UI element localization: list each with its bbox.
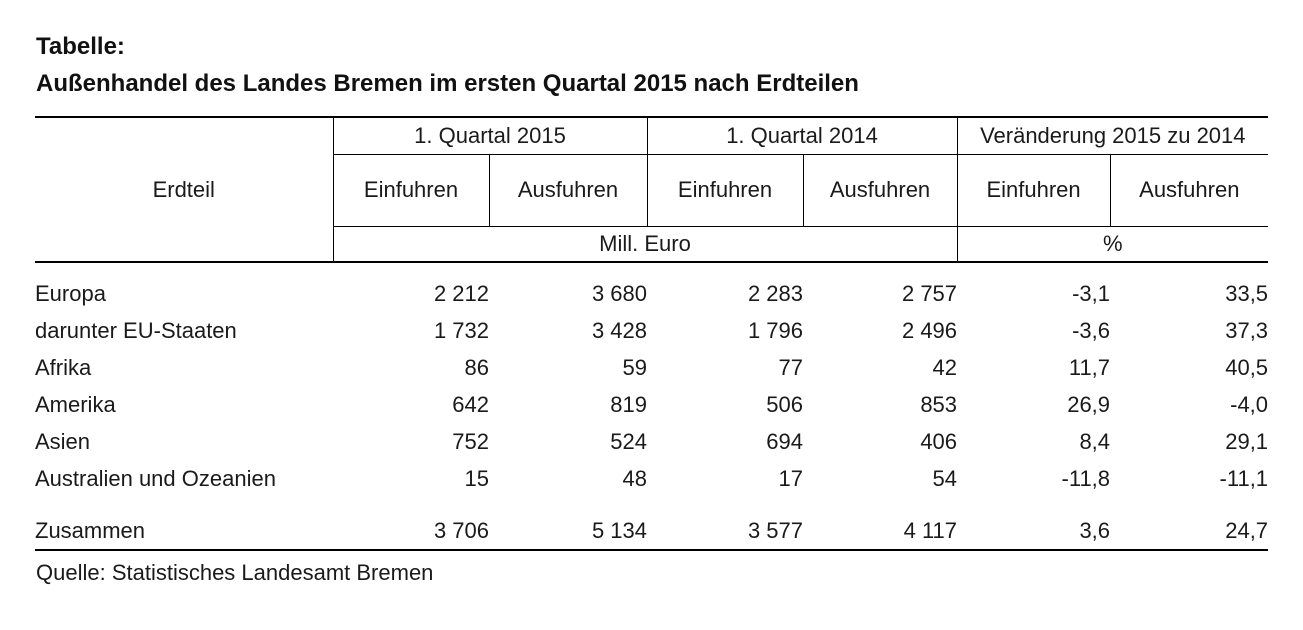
table-subtitle: Außenhandel des Landes Bremen im ersten … <box>36 70 859 97</box>
table-row-zusammen: Zusammen 3 706 5 134 3 577 4 117 3,6 24,… <box>35 512 1268 550</box>
column-group-change: Veränderung 2015 zu 2014 <box>957 117 1269 155</box>
column-header-erdteil: Erdteil <box>35 117 334 263</box>
cell-value: -11,1 <box>1219 465 1269 491</box>
cell-value: 506 <box>766 391 804 417</box>
cell-value: 3 428 <box>591 317 648 343</box>
cell-value: 524 <box>610 428 648 454</box>
source-note: Quelle: Statistisches Landesamt Bremen <box>36 560 434 585</box>
cell-value: 4 117 <box>903 517 958 543</box>
table-row-australien-ozeanien: Australien und Ozeanien 15 48 17 54 -11,… <box>35 460 1268 497</box>
cell-value: 59 <box>622 354 648 380</box>
row-label: Asien <box>35 428 91 454</box>
subheader-2014-ausfuhren: Ausfuhren <box>803 154 958 227</box>
cell-value: 3 680 <box>591 280 648 306</box>
subheader-2015-einfuhren: Einfuhren <box>333 154 490 227</box>
cell-value: 42 <box>932 354 958 380</box>
spacer-row <box>35 497 1268 512</box>
cell-value: 26,9 <box>1067 391 1111 417</box>
row-label: Australien und Ozeanien <box>35 465 276 491</box>
cell-value: 694 <box>766 428 804 454</box>
cell-value: 17 <box>778 465 804 491</box>
cell-value: 77 <box>778 354 804 380</box>
table-title-block: Tabelle: Außenhandel des Landes Bremen i… <box>36 28 859 102</box>
cell-value: 1 732 <box>433 317 489 343</box>
cell-value: 853 <box>920 391 958 417</box>
unit-label-mill-euro: Mill. Euro <box>333 226 958 263</box>
spacer-row <box>35 262 1268 275</box>
cell-value: 2 283 <box>747 280 804 306</box>
column-group-q1-2015: 1. Quartal 2015 <box>333 117 648 155</box>
cell-value: -3,1 <box>1072 280 1111 306</box>
trade-statistics-table: Erdteil 1. Quartal 2015 1. Quartal 2014 … <box>35 116 1269 551</box>
row-label: Zusammen <box>35 517 146 543</box>
cell-value: -3,6 <box>1072 317 1111 343</box>
subheader-2015-ausfuhren: Ausfuhren <box>489 154 648 227</box>
row-label: darunter EU-Staaten <box>35 317 237 343</box>
table-row-afrika: Afrika 86 59 77 42 11,7 40,5 <box>35 349 1268 386</box>
cell-value: 3 577 <box>747 517 804 543</box>
cell-value: 29,1 <box>1225 428 1269 454</box>
cell-value: 3,6 <box>1079 517 1111 543</box>
cell-value: 15 <box>464 465 489 491</box>
cell-value: 2 212 <box>433 280 489 306</box>
table-row-europa: Europa 2 212 3 680 2 283 2 757 -3,1 33,5 <box>35 275 1268 312</box>
cell-value: 2 757 <box>901 280 958 306</box>
header-sub-row: Einfuhren Ausfuhren Einfuhren Ausfuhren … <box>35 154 1269 227</box>
cell-value: -11,8 <box>1061 465 1111 491</box>
row-label: Afrika <box>35 354 92 380</box>
column-group-q1-2014: 1. Quartal 2014 <box>647 117 958 155</box>
row-label: Amerika <box>35 391 116 417</box>
cell-value: 33,5 <box>1225 280 1269 306</box>
cell-value: 11,7 <box>1068 354 1111 380</box>
subheader-change-einfuhren: Einfuhren <box>957 154 1111 227</box>
cell-value: 3 706 <box>433 517 489 543</box>
cell-value: -4,0 <box>1230 391 1269 417</box>
cell-value: 8,4 <box>1079 428 1111 454</box>
cell-value: 37,3 <box>1225 317 1269 343</box>
header-unit-row: Mill. Euro % <box>35 226 1269 263</box>
cell-value: 819 <box>610 391 648 417</box>
cell-value: 54 <box>932 465 958 491</box>
cell-value: 24,7 <box>1225 517 1269 543</box>
cell-value: 48 <box>622 465 648 491</box>
header-group-row: Erdteil 1. Quartal 2015 1. Quartal 2014 … <box>35 117 1269 263</box>
subheader-change-ausfuhren: Ausfuhren <box>1110 154 1269 227</box>
unit-label-percent: % <box>957 226 1269 263</box>
table-title: Tabelle: <box>36 33 125 60</box>
cell-value: 642 <box>452 391 489 417</box>
table-row-asien: Asien 752 524 694 406 8,4 29,1 <box>35 423 1268 460</box>
cell-value: 86 <box>464 354 489 380</box>
row-label: Europa <box>35 280 106 306</box>
cell-value: 40,5 <box>1225 354 1269 380</box>
cell-value: 5 134 <box>591 517 648 543</box>
cell-value: 2 496 <box>901 317 958 343</box>
subheader-2014-einfuhren: Einfuhren <box>647 154 804 227</box>
cell-value: 752 <box>452 428 489 454</box>
cell-value: 1 796 <box>747 317 804 343</box>
table-row-eu-staaten: darunter EU-Staaten 1 732 3 428 1 796 2 … <box>35 312 1268 349</box>
table-row-amerika: Amerika 642 819 506 853 26,9 -4,0 <box>35 386 1268 423</box>
cell-value: 406 <box>920 428 958 454</box>
